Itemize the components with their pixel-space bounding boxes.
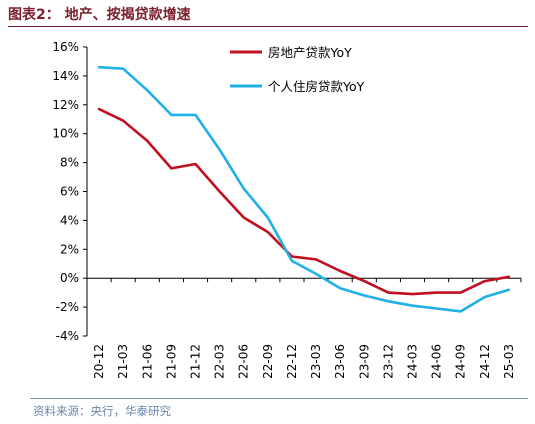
y-tick-label: -2% <box>56 300 79 314</box>
x-tick-label: 24-06 <box>430 344 444 379</box>
x-tick-label: 23-06 <box>333 344 347 379</box>
y-tick-label: 10% <box>52 127 79 141</box>
x-tick-label: 23-09 <box>357 344 371 379</box>
y-tick-label: 8% <box>60 156 79 170</box>
series-2 <box>97 65 511 313</box>
x-tick-label: 24-12 <box>478 344 492 379</box>
x-tick-label: 21-06 <box>140 344 154 379</box>
x-tick-label: 23-03 <box>309 344 323 379</box>
y-tick-label: 0% <box>60 271 79 285</box>
y-tick-label: 12% <box>52 98 79 112</box>
x-tick-label: 20-12 <box>92 344 106 379</box>
x-tick-label: 23-12 <box>381 344 395 379</box>
x-tick-label: 21-12 <box>189 344 203 379</box>
x-tick-label: 22-12 <box>285 344 299 379</box>
y-tick-label: 14% <box>52 69 79 83</box>
x-tick-label: 21-03 <box>116 344 130 379</box>
series-layer <box>97 65 511 313</box>
line-chart: -4%-2%0%2%4%6%8%10%12%14%16% 20-12 21-03 2… <box>52 40 522 379</box>
series-line <box>97 65 511 313</box>
x-axis: 20-12 21-03 21-06 21-09 21-12 22-03 22-06 22-09… <box>86 277 522 379</box>
x-tick-label: 24-03 <box>406 344 420 379</box>
series-line <box>97 107 511 296</box>
y-tick-label: 6% <box>60 185 79 199</box>
legend: 房地产贷款YoY 个人住房贷款YoY <box>230 45 365 94</box>
legend-label: 房地产贷款YoY <box>268 45 352 60</box>
x-tick-label: 21-09 <box>164 344 178 379</box>
y-tick-label: -4% <box>56 329 79 343</box>
legend-label: 个人住房贷款YoY <box>268 79 365 94</box>
x-tick-label: 24-09 <box>454 344 468 379</box>
series-1 <box>97 107 511 296</box>
y-tick-label: 4% <box>60 213 79 227</box>
x-tick-label: 22-09 <box>261 344 275 379</box>
y-axis: -4% -2% 0% 2% 4% 6% 8% 10% 12% 14% 16% <box>52 40 88 343</box>
x-tick-label: 22-06 <box>237 344 251 379</box>
source-divider <box>30 398 528 399</box>
x-tick-label: 25-03 <box>502 344 516 379</box>
source-note: 资料来源：央行，华泰研究 <box>33 404 171 418</box>
y-tick-label: 16% <box>52 40 79 54</box>
x-tick-label: 22-03 <box>213 344 227 379</box>
figure-title: 图表2： 地产、按揭贷款增速 <box>8 7 191 23</box>
y-tick-label: 2% <box>60 242 79 256</box>
title-divider <box>8 26 528 27</box>
